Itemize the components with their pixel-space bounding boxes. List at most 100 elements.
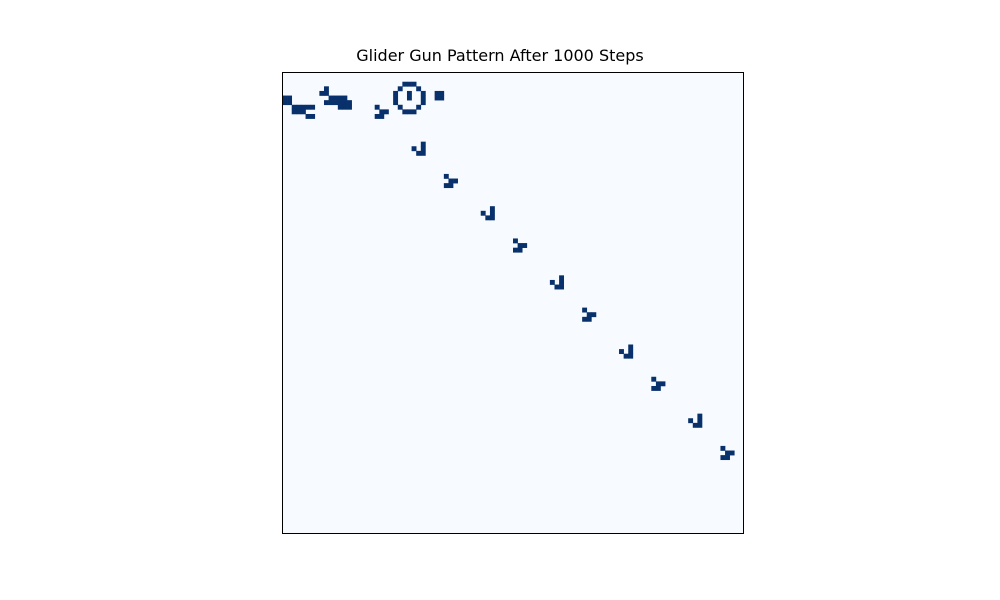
alive-cell (291, 109, 297, 115)
alive-cell (393, 90, 399, 96)
alive-cell (453, 178, 458, 184)
alive-cell (420, 100, 426, 106)
alive-cell (406, 81, 412, 87)
alive-cell (406, 90, 412, 96)
alive-cell (397, 86, 403, 92)
alive-cell (337, 104, 343, 110)
alive-cell (411, 109, 417, 115)
alive-cell (434, 90, 440, 96)
alive-cell (406, 95, 412, 101)
alive-cell (489, 215, 495, 221)
alive-cell (655, 381, 661, 387)
alive-cell (347, 100, 352, 106)
alive-cell (522, 243, 528, 248)
plot-background (282, 72, 744, 534)
alive-cell (513, 238, 518, 244)
alive-cell (420, 141, 426, 147)
alive-cell (434, 95, 440, 101)
alive-cell (513, 247, 518, 253)
alive-cell (559, 275, 565, 281)
alive-cell (374, 113, 380, 119)
alive-cell (342, 100, 348, 106)
alive-cell (397, 104, 403, 110)
alive-cell (328, 100, 334, 106)
alive-cell (697, 413, 703, 419)
alive-cell (720, 445, 726, 451)
alive-cell (489, 206, 495, 212)
alive-cell (420, 95, 426, 101)
alive-cell (287, 95, 293, 101)
alive-cell (655, 385, 661, 391)
alive-cell (333, 100, 339, 106)
alive-cell (296, 109, 302, 115)
alive-cell (628, 349, 634, 355)
alive-cell (517, 243, 523, 248)
alive-cell (651, 385, 657, 391)
alive-cell (323, 90, 329, 96)
alive-cell (282, 95, 288, 101)
alive-cell (323, 86, 329, 92)
alive-cell (337, 100, 343, 106)
alive-cell (287, 100, 293, 106)
alive-cell (559, 284, 565, 290)
alive-cell (697, 418, 703, 424)
alive-cell (300, 104, 306, 110)
alive-cell (485, 215, 491, 221)
alive-cell (439, 95, 445, 101)
alive-cell (586, 312, 592, 318)
alive-cell (582, 316, 588, 322)
alive-cell (517, 247, 523, 253)
alive-cell (725, 450, 730, 456)
alive-cell (296, 104, 302, 110)
alive-cell (328, 95, 334, 101)
alive-cell (291, 104, 297, 110)
alive-cell (305, 113, 311, 119)
alive-cell (443, 173, 449, 179)
alive-cell (439, 90, 445, 96)
alive-cell (406, 109, 412, 115)
alive-cell (310, 113, 316, 119)
alive-cell (628, 353, 634, 359)
alive-cell (628, 344, 634, 350)
alive-cell (559, 279, 565, 285)
alive-cell (554, 284, 560, 290)
alive-cell (393, 100, 399, 106)
alive-cell (379, 113, 385, 119)
alive-cell (697, 422, 703, 428)
alive-cell (660, 381, 666, 387)
alive-cell (420, 150, 426, 156)
alive-cell (323, 100, 329, 106)
alive-cell (374, 104, 380, 110)
alive-cell (729, 450, 735, 456)
alive-cell (337, 95, 343, 101)
alive-cell (402, 81, 408, 87)
alive-cell (416, 150, 422, 156)
alive-cell (725, 455, 730, 461)
alive-cell (393, 95, 399, 101)
alive-cell (623, 353, 629, 359)
alive-cell (720, 455, 726, 461)
alive-cell (342, 104, 348, 110)
alive-cell (489, 210, 495, 216)
alive-cell (282, 100, 288, 106)
alive-cell (411, 146, 417, 152)
alive-cell (305, 104, 311, 110)
alive-cell (591, 312, 597, 318)
alive-cell (333, 95, 339, 101)
alive-cell (411, 81, 417, 87)
alive-cell (416, 104, 422, 110)
alive-cell (688, 418, 694, 424)
plot-frame (282, 72, 744, 534)
alive-cell (692, 422, 698, 428)
alive-cell (586, 316, 592, 322)
alive-cell (300, 109, 306, 115)
alive-cell (549, 279, 555, 285)
alive-cell (651, 376, 657, 382)
alive-cell (416, 86, 422, 92)
alive-cell (319, 90, 325, 96)
alive-cell (448, 183, 454, 189)
alive-cell (443, 183, 449, 189)
alive-cell (310, 104, 316, 110)
